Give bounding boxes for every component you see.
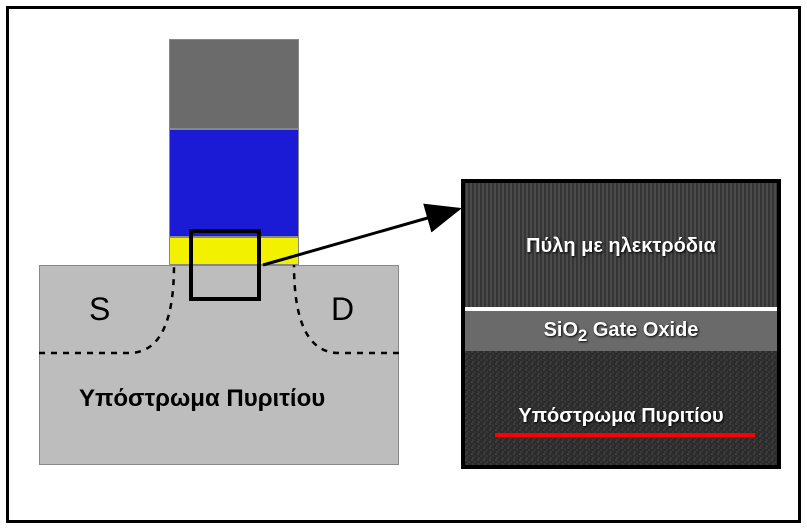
tem-gate-label: Πύλη με ηλεκτρόδια bbox=[465, 235, 777, 258]
tem-interface-line-white bbox=[465, 307, 777, 311]
tem-substrate-label: Υπόστρωμα Πυριτίου bbox=[465, 405, 777, 428]
tem-interface-line-red bbox=[495, 433, 755, 437]
tem-oxide-label: SiO2 Gate Oxide bbox=[465, 319, 777, 346]
tem-oxide-label-base: SiO bbox=[544, 319, 578, 341]
tem-oxide-label-tail: Gate Oxide bbox=[587, 319, 698, 341]
diagram-frame: S D Υπόστρωμα Πυριτίου bbox=[6, 6, 801, 523]
tem-micrograph-panel: Πύλη με ηλεκτρόδια SiO2 Gate Oxide Υπόστ… bbox=[461, 179, 781, 469]
tem-oxide-label-sub: 2 bbox=[578, 326, 587, 345]
